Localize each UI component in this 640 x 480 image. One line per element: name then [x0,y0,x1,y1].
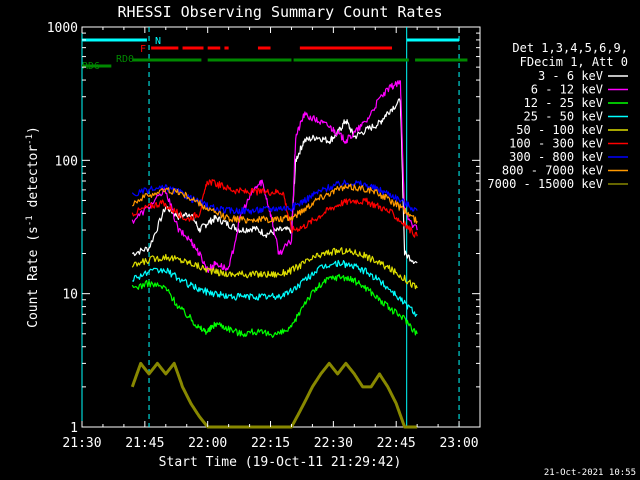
x-tick-label: 22:15 [251,436,290,451]
legend-label-5: 100 - 300 keV [509,137,603,151]
series-line-1 [131,80,418,273]
series-line-0 [131,98,418,264]
series-layer [130,80,418,429]
x-axis: 21:30 21:45 22:00 22:15 22:30 22:45 23:00 [62,27,479,451]
legend-label-6: 300 - 800 keV [509,150,603,164]
y-axis-label-tail: detector [26,145,41,216]
x-tick-label: 22:45 [377,436,416,451]
x-tick-label: 21:30 [62,436,101,451]
legend-label-2: 12 - 25 keV [524,96,603,110]
legend-label-0: 3 - 6 keV [538,69,603,83]
flag-label-f: F [140,44,146,55]
x-tick-label: 22:30 [314,436,353,451]
series-line-3 [132,259,418,317]
series-line-4 [131,247,418,290]
x-tick-label: 21:45 [125,436,164,451]
y-tick-label: 1 [70,421,78,436]
series-line-6 [131,179,418,215]
y-tick-label: 100 [55,154,78,169]
y-axis-label-sup: -1 [25,215,35,226]
flag-layer: NF RD0 RD6 [82,36,468,72]
legend-label-8: 7000 - 15000 keV [487,177,603,191]
flag-label-rd6: RD6 [82,61,100,72]
legend-label-3: 25 - 50 keV [524,110,603,124]
series-line-2 [131,273,418,338]
x-tick-label: 23:00 [439,436,478,451]
series-line-5 [131,179,418,238]
y-axis-label-main: Count Rate (s [26,226,41,328]
legend-label-7: 800 - 7000 keV [502,164,603,178]
legend-label-1: 6 - 12 keV [531,83,603,97]
generation-timestamp: 21-Oct-2021 10:55 [544,468,636,478]
legend-label-4: 50 - 100 keV [516,123,603,137]
x-tick-label: 22:00 [188,436,227,451]
series-line-8 [130,361,418,429]
legend-header-line2: FDecim 1, Att 0 [520,55,628,69]
y-tick-label: 1000 [47,21,78,36]
x-axis-label: Start Time (19-Oct-11 21:29:42) [159,455,402,470]
y-axis-label-sup-2: -1 [25,134,35,145]
flag-label-rd0: RD0 [116,54,134,65]
y-axis-label-close: ) [26,126,41,134]
y-axis-label: Count Rate (s-1 detector-1) [25,126,41,328]
chart-title: RHESSI Observing Summary Count Rates [117,3,442,21]
legend-header-line1: Det 1,3,4,5,6,9, [512,41,628,55]
legend: Det 1,3,4,5,6,9, FDecim 1, Att 0 3 - 6 k… [487,41,628,191]
y-tick-label: 10 [62,288,78,303]
series-line-7 [131,183,418,224]
y-axis: 1 10 100 1000 [47,21,480,436]
flag-label-n: N [155,36,161,47]
